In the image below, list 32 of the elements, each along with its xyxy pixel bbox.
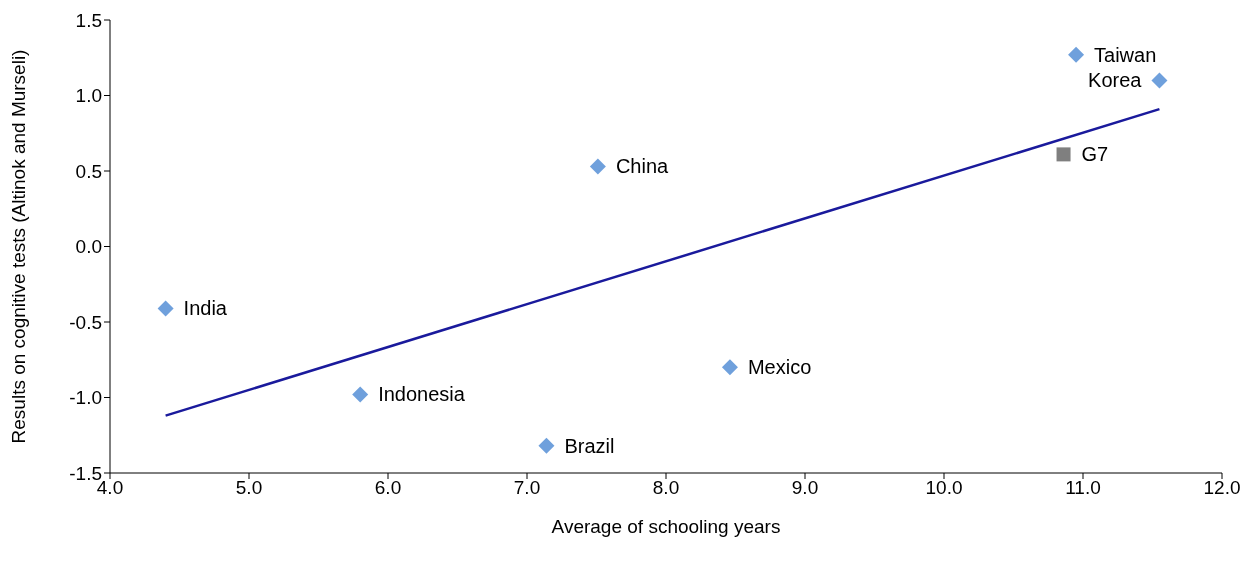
x-tick-label: 9.0 (791, 477, 819, 499)
x-tick-label: 12.0 (1203, 477, 1241, 499)
point (1056, 147, 1071, 162)
point (1151, 72, 1168, 89)
y-tick-label: 1.5 (75, 9, 102, 31)
data-label: G7 (1081, 143, 1109, 166)
x-tick-label: 7.0 (513, 477, 541, 499)
x-tick-label: 6.0 (374, 477, 402, 499)
point (538, 437, 555, 454)
x-tick-label: 11.0 (1065, 477, 1101, 499)
x-axis-title: Average of schooling years (551, 516, 781, 537)
data-label: India (183, 297, 228, 320)
data-label: Korea (1088, 69, 1143, 92)
data-label: Indonesia (378, 383, 466, 406)
y-tick-label: 0.0 (75, 236, 102, 258)
x-tick-label: 10.0 (925, 477, 963, 499)
y-tick-label: 1.0 (75, 85, 102, 107)
point (589, 158, 606, 175)
y-tick-label: -1.0 (69, 387, 102, 409)
y-tick-label: -0.5 (69, 311, 102, 333)
y-tick-label: 0.5 (75, 160, 102, 182)
data-label: Brazil (564, 434, 615, 457)
x-tick-label: 5.0 (235, 477, 263, 499)
point (721, 359, 738, 376)
point (157, 300, 174, 317)
y-axis-title: Results on cognitive tests (Altinok and Murseli) (7, 49, 29, 444)
data-label: Mexico (747, 356, 812, 379)
data-label: China (615, 155, 670, 178)
point (1068, 46, 1085, 63)
point (352, 386, 369, 403)
x-tick-label: 8.0 (652, 477, 680, 499)
data-label: Taiwan (1094, 43, 1157, 66)
